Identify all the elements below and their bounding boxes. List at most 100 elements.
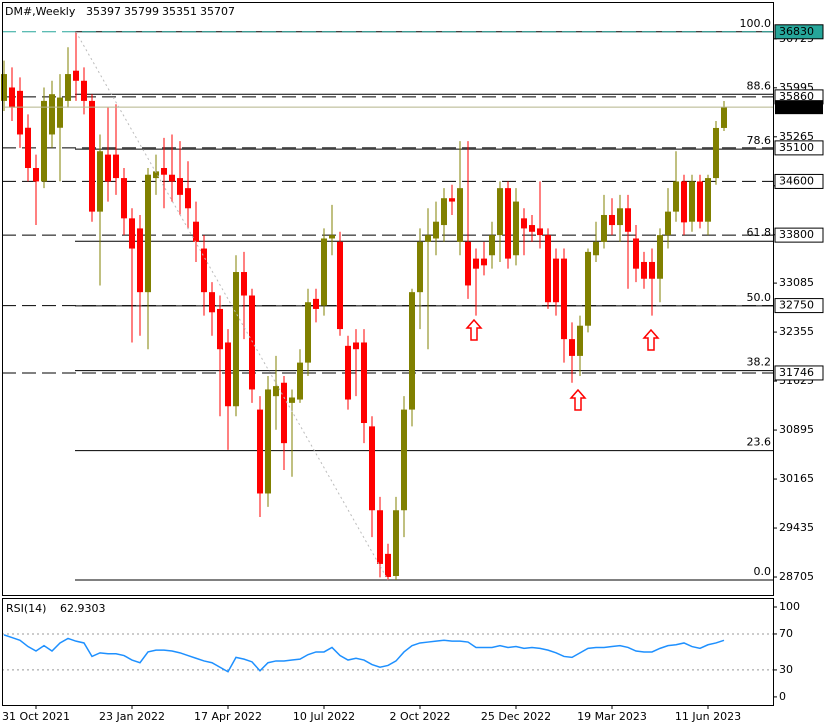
y-tick-label: 29435: [779, 521, 814, 534]
fib-level-label: 100.0: [740, 17, 772, 30]
candle-body: [681, 181, 687, 223]
rsi-tick-label: 70: [779, 627, 793, 640]
candle-body: [649, 261, 655, 279]
candle-body: [449, 198, 455, 202]
candle-body: [633, 238, 639, 269]
main-frame: [2, 2, 774, 596]
candle-body: [585, 251, 591, 326]
candle-body: [153, 171, 159, 179]
x-tick-label: 25 Dec 2022: [481, 710, 551, 723]
price-level-box: [774, 227, 824, 243]
up-arrow: [569, 388, 587, 411]
candle-body: [401, 409, 407, 511]
candle-body: [41, 100, 47, 182]
candle-body: [33, 168, 39, 182]
candle-body: [57, 97, 63, 128]
candle-body: [385, 553, 391, 578]
candle-body: [569, 339, 575, 356]
price-level-box: [774, 365, 824, 381]
fib-level-label: 23.6: [747, 436, 772, 449]
fib-trend-line: [75, 31, 389, 581]
y-tick-label: 30165: [779, 472, 814, 485]
candle-body: [673, 181, 679, 212]
candle-body: [161, 168, 167, 175]
signal-arrows: [465, 318, 660, 411]
candle-body: [249, 295, 255, 390]
price-level-label: 36830: [779, 25, 814, 38]
x-tick-label: 10 Jul 2022: [293, 710, 355, 723]
candle-body: [105, 154, 111, 182]
candle-body: [513, 201, 519, 256]
x-tick-label: 11 Jun 2023: [675, 710, 741, 723]
candle-body: [473, 258, 479, 269]
header-close: 35707: [200, 5, 235, 18]
candle-body: [593, 241, 599, 256]
candle-body: [657, 235, 663, 279]
candle-body: [409, 292, 415, 410]
candle-body: [481, 258, 487, 266]
candle-body: [345, 345, 351, 400]
candle-body: [521, 218, 527, 229]
price-level-box: [774, 24, 824, 40]
fib-level-label: 38.2: [747, 356, 772, 369]
current-price-box: [775, 100, 823, 115]
candle-body: [353, 342, 359, 350]
candle-body: [281, 382, 287, 444]
x-tick-label: 23 Jan 2022: [99, 710, 165, 723]
rsi-line: [3, 634, 725, 673]
candle-body: [169, 174, 175, 182]
candle-body: [601, 214, 607, 242]
candle-body: [313, 298, 319, 309]
y-tick-label: 35265: [779, 130, 814, 143]
candle-body: [73, 70, 79, 81]
candle-body: [257, 409, 263, 494]
candle-body: [505, 188, 511, 259]
price-level-label: 33800: [779, 228, 814, 241]
candle-body: [489, 235, 495, 256]
candle-body: [209, 292, 215, 313]
candle-body: [65, 74, 71, 101]
candle-body: [121, 178, 127, 219]
candle-body: [193, 221, 199, 242]
y-tick-label: 28705: [779, 570, 814, 583]
candle-body: [369, 426, 375, 511]
rsi-current: 62.9303: [60, 602, 106, 615]
candle-body: [137, 228, 143, 293]
candle-body: [577, 325, 583, 356]
candle-body: [177, 178, 183, 195]
fib-level-label: 88.6: [747, 79, 772, 92]
rsi-frame: [2, 598, 774, 706]
candle-body: [537, 228, 543, 236]
candle-body: [25, 127, 31, 169]
candle-body: [417, 241, 423, 293]
candle-body: [89, 100, 95, 212]
candle-body: [697, 181, 703, 222]
price-level-label: 34600: [779, 174, 814, 187]
candle-body: [457, 188, 463, 242]
price-level-box: [774, 298, 824, 314]
fib-level-label: 78.6: [747, 134, 772, 147]
candle-body: [241, 272, 247, 296]
symbol-title: DM#,Weekly: [5, 5, 76, 18]
y-tick-label: 33085: [779, 276, 814, 289]
candle-body: [17, 90, 23, 135]
up-arrow: [465, 318, 483, 341]
header-open: 35397: [86, 5, 121, 18]
price-level-box: [774, 173, 824, 189]
candle-body: [721, 107, 727, 128]
candle-body: [225, 342, 231, 407]
candle-body: [145, 174, 151, 293]
candle-body: [665, 211, 671, 236]
y-tick-label: 30895: [779, 423, 814, 436]
candle-body: [545, 235, 551, 303]
candle-body: [185, 188, 191, 209]
candle-body: [9, 87, 15, 108]
x-tick-label: 19 Mar 2023: [577, 710, 647, 723]
header-high: 35799: [124, 5, 159, 18]
header-low: 35351: [162, 5, 197, 18]
price-level-label: 35860: [779, 90, 814, 103]
candle-body: [233, 272, 239, 407]
candle-body: [361, 342, 367, 424]
y-tick-label: 32355: [779, 325, 814, 338]
candle-body: [441, 198, 447, 226]
